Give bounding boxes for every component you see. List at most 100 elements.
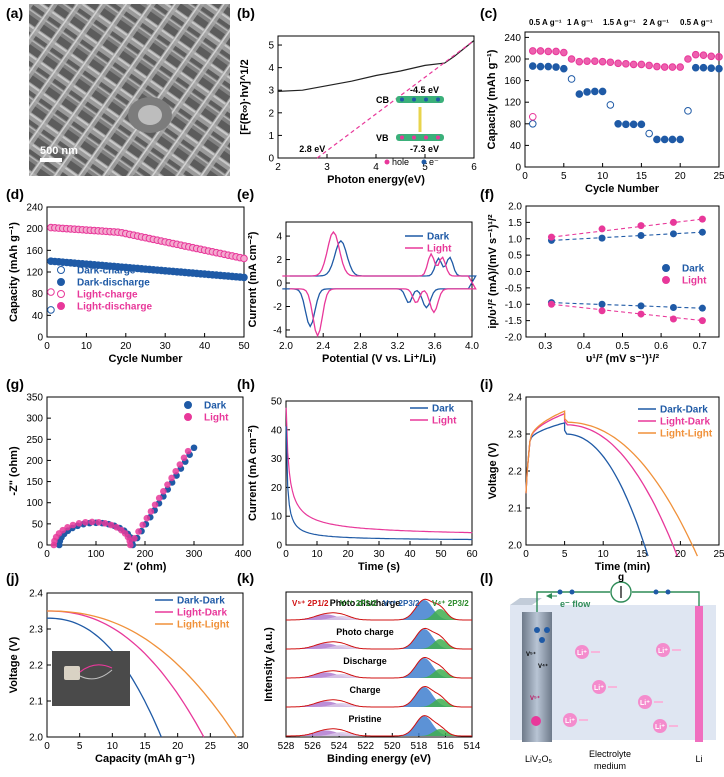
legend-label: Dark <box>427 232 450 243</box>
electron-dot <box>544 627 550 633</box>
outlier-point <box>47 288 55 296</box>
y-axis-label: Capacity (mAh g⁻¹) <box>8 222 20 322</box>
spectrum-label: Photo discharge <box>330 598 401 608</box>
data-point <box>95 518 103 526</box>
cb-band <box>396 96 444 103</box>
data-point <box>190 444 198 452</box>
electron-marker <box>421 159 427 165</box>
x-tick-label: 10 <box>311 549 323 560</box>
data-point <box>598 225 606 233</box>
panel-a-sem-image: 500 nm <box>29 4 230 176</box>
data-point <box>560 64 568 73</box>
y-tick-label: 0 <box>515 163 521 174</box>
x-tick-label: 40 <box>404 549 416 560</box>
data-point <box>614 120 622 128</box>
data-point <box>560 48 568 57</box>
fit-peak <box>301 616 382 620</box>
x-tick-label: 520 <box>384 741 401 752</box>
data-point <box>707 52 716 61</box>
data-point <box>637 120 646 129</box>
legend-marker <box>57 266 65 274</box>
data-point <box>155 494 163 502</box>
hole-legend: hole <box>392 157 409 167</box>
peak-label: V⁵⁺ 2P3/2 <box>383 599 420 608</box>
data-point <box>528 62 537 70</box>
data-point <box>575 57 584 66</box>
y-tick-label: 150 <box>26 477 43 488</box>
x-tick-label: 25 <box>713 171 724 182</box>
x-axis-label: Potential (V vs. Li⁺/Li) <box>322 353 436 365</box>
data-point <box>653 135 661 144</box>
data-point <box>637 310 645 318</box>
data-point <box>598 307 606 315</box>
x-tick-label: 20 <box>172 741 184 752</box>
x-tick-label: 0.4 <box>577 341 591 352</box>
data-point <box>88 518 96 526</box>
v5-label: V⁵⁺ <box>530 695 540 702</box>
peak-label: V⁵⁺ 2P1/2 <box>292 599 329 608</box>
data-point <box>160 488 167 495</box>
y-axis-label: -Z" (ohm) <box>8 446 20 496</box>
data-point <box>591 87 599 96</box>
x-tick-label: 20 <box>342 549 354 560</box>
x-tick-label: 400 <box>235 549 252 560</box>
hole-dot <box>412 135 416 140</box>
peak-label: V⁴⁺ 2P3/2 <box>432 599 469 608</box>
fit-peak <box>412 729 468 736</box>
y-tick-label: -2 <box>273 302 282 313</box>
discharge-curve <box>47 610 238 738</box>
panel-label: (l) <box>480 570 493 586</box>
data-point <box>172 467 180 475</box>
v4-label: V⁴⁺ <box>538 663 548 670</box>
x-tick-label: 3.2 <box>391 341 405 352</box>
anode-label: Li <box>695 754 702 764</box>
electron-dot <box>653 589 659 595</box>
y-tick-label: 0.0 <box>508 267 522 278</box>
y-tick-label: 2.0 <box>508 541 522 552</box>
dark-dark-curve <box>525 422 649 557</box>
x-tick-label: 0 <box>44 341 50 352</box>
fit-peak <box>301 732 382 736</box>
x-tick-label: 2.0 <box>279 341 293 352</box>
x-axis-label: Capacity (mAh g⁻¹) <box>95 753 195 765</box>
fit-peak <box>301 645 382 649</box>
fit-peak <box>412 698 468 707</box>
li-ion <box>653 719 667 733</box>
data-point <box>64 524 71 531</box>
li-ion-label: Li⁺ <box>658 648 668 655</box>
panel-label: (h) <box>237 376 255 392</box>
y-tick-label: 20 <box>271 483 283 494</box>
li-ion-label: Li⁺ <box>655 724 665 731</box>
legend-label: Dark <box>204 401 227 412</box>
fit-peak <box>388 629 460 649</box>
electron-legend: e⁻ <box>429 157 439 167</box>
hole-dot <box>436 135 440 140</box>
data-point <box>698 317 706 325</box>
y-axis-label: ip/υ¹/² (mA)/(mV s⁻¹)¹/² <box>487 214 499 329</box>
data-point <box>240 273 248 282</box>
y-tick-label: 2.3 <box>508 430 522 441</box>
y-tick-label: 250 <box>26 435 43 446</box>
data-point <box>669 218 677 226</box>
x-tick-label: 6 <box>471 162 477 173</box>
vb-band <box>396 134 444 141</box>
x-tick-label: 10 <box>597 171 609 182</box>
data-point <box>715 53 723 61</box>
data-point <box>536 47 545 55</box>
x-axis-label: Time (min) <box>595 561 651 573</box>
hole-marker <box>384 159 390 165</box>
light-cv-curve <box>282 230 477 338</box>
legend-marker <box>57 302 65 310</box>
x-tick-label: 20 <box>675 549 687 560</box>
v5-label: V⁵⁺ <box>526 651 536 658</box>
light-current-curve <box>285 407 473 534</box>
legend-label: Light <box>427 244 452 255</box>
data-point <box>669 230 677 238</box>
y-tick-label: 4 <box>268 63 274 74</box>
y-axis-label: Current (mA cm⁻²) <box>247 425 259 521</box>
panel-label: (d) <box>6 186 24 202</box>
y-axis-label: Voltage (V) <box>8 636 20 693</box>
li-ion-label: Li⁺ <box>577 650 587 657</box>
